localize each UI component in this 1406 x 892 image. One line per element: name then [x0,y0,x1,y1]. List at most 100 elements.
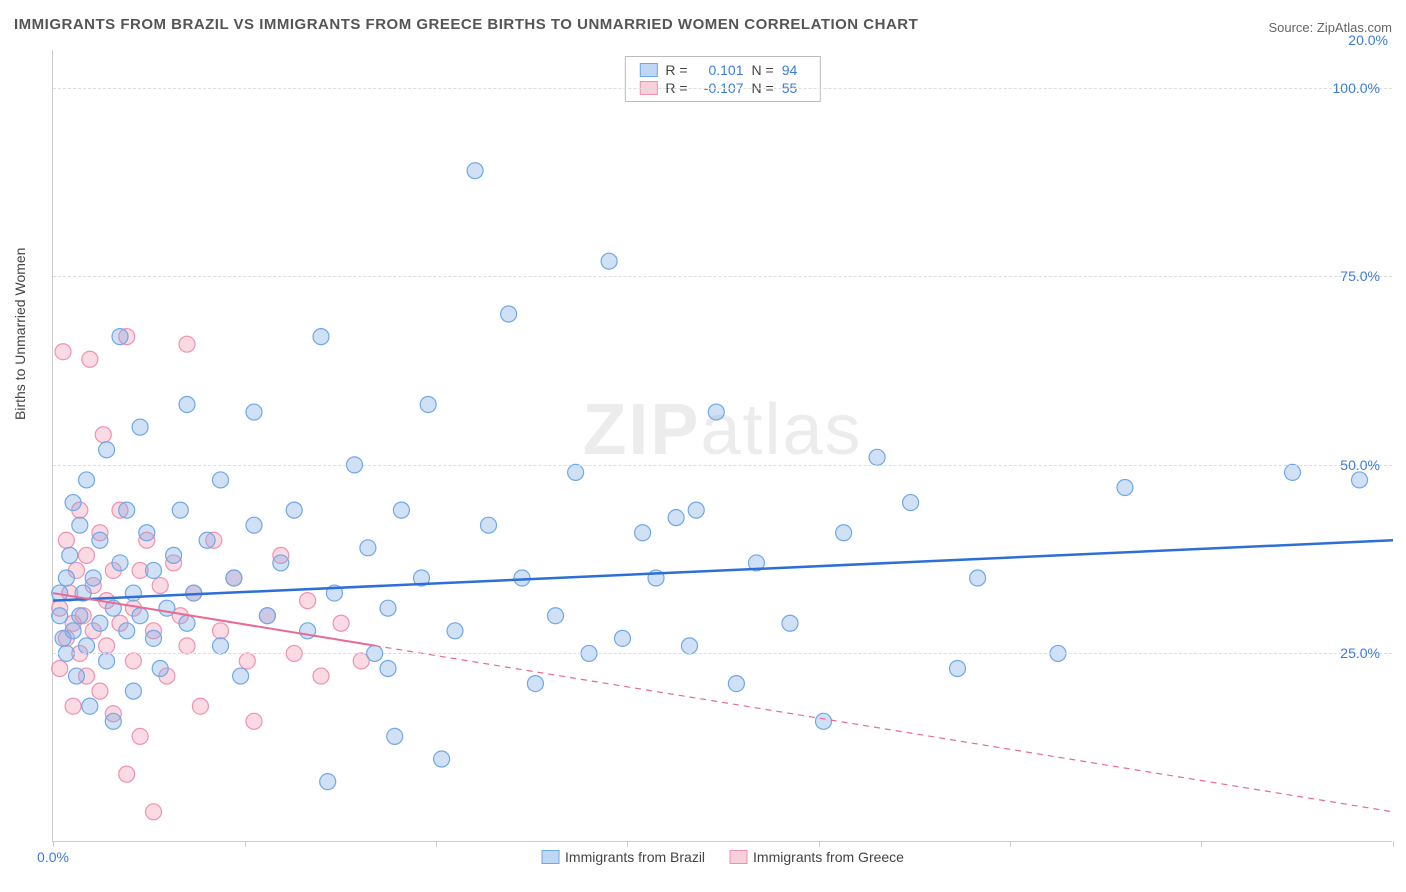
data-point [99,653,115,669]
x-tick [53,841,54,847]
x-tick [1393,841,1394,847]
x-tick-label: 0.0% [37,849,69,865]
data-point [333,615,349,631]
data-point [105,713,121,729]
data-point [728,676,744,692]
data-point [481,517,497,533]
data-point [1117,479,1133,495]
x-tick [627,841,628,847]
gridline [53,276,1392,277]
trendline [53,540,1393,600]
data-point [239,653,255,669]
data-point [125,585,141,601]
data-point [179,397,195,413]
data-point [320,774,336,790]
data-point [313,329,329,345]
data-point [259,608,275,624]
data-point [179,615,195,631]
data-point [213,472,229,488]
data-point [68,668,84,684]
data-point [380,600,396,616]
data-point [119,502,135,518]
data-point [615,630,631,646]
data-point [125,653,141,669]
data-point [79,547,95,563]
data-point [246,517,262,533]
data-point [226,570,242,586]
data-point [970,570,986,586]
data-point [467,163,483,179]
data-point [65,495,81,511]
data-point [286,502,302,518]
chart-title: IMMIGRANTS FROM BRAZIL VS IMMIGRANTS FRO… [14,16,918,33]
data-point [380,661,396,677]
x-tick [436,841,437,847]
data-point [152,578,168,594]
data-point [52,608,68,624]
data-point [146,804,162,820]
data-point [159,600,175,616]
data-point [179,638,195,654]
data-point [903,495,919,511]
data-point [92,532,108,548]
data-point [119,623,135,639]
data-point [246,713,262,729]
data-point [55,344,71,360]
x-tick [1201,841,1202,847]
data-point [79,472,95,488]
plot-area: ZIPatlas R = 0.101 N = 94 R = -0.107 N =… [52,50,1392,842]
data-point [836,525,852,541]
x-tick [1010,841,1011,847]
data-point [65,698,81,714]
data-point [501,306,517,322]
data-point [52,661,68,677]
data-point [95,427,111,443]
legend-label: Immigrants from Greece [753,849,904,865]
data-point [99,638,115,654]
swatch-icon [541,850,559,864]
data-point [58,532,74,548]
data-point [273,555,289,571]
x-tick [245,841,246,847]
data-point [246,404,262,420]
data-point [146,562,162,578]
scatter-plot [53,50,1392,841]
data-point [112,555,128,571]
data-point [668,510,684,526]
data-point [125,683,141,699]
data-point [65,623,81,639]
data-point [213,623,229,639]
data-point [568,464,584,480]
data-point [548,608,564,624]
data-point [387,728,403,744]
data-point [172,502,188,518]
data-point [146,630,162,646]
data-point [393,502,409,518]
data-point [132,608,148,624]
x-tick-label: 20.0% [1348,32,1388,865]
data-point [166,547,182,563]
data-point [99,442,115,458]
data-point [782,615,798,631]
data-point [601,253,617,269]
gridline [53,88,1392,89]
data-point [527,676,543,692]
data-point [682,638,698,654]
x-tick [819,841,820,847]
legend-item: Immigrants from Brazil [541,849,705,865]
data-point [688,502,704,518]
data-point [192,698,208,714]
data-point [420,397,436,413]
data-point [816,713,832,729]
y-axis-label: Births to Unmarried Women [12,248,28,420]
data-point [82,351,98,367]
data-point [62,547,78,563]
data-point [213,638,229,654]
data-point [85,570,101,586]
swatch-icon [729,850,747,864]
data-point [300,593,316,609]
data-point [72,608,88,624]
legend-label: Immigrants from Brazil [565,849,705,865]
data-point [869,449,885,465]
data-point [1285,464,1301,480]
